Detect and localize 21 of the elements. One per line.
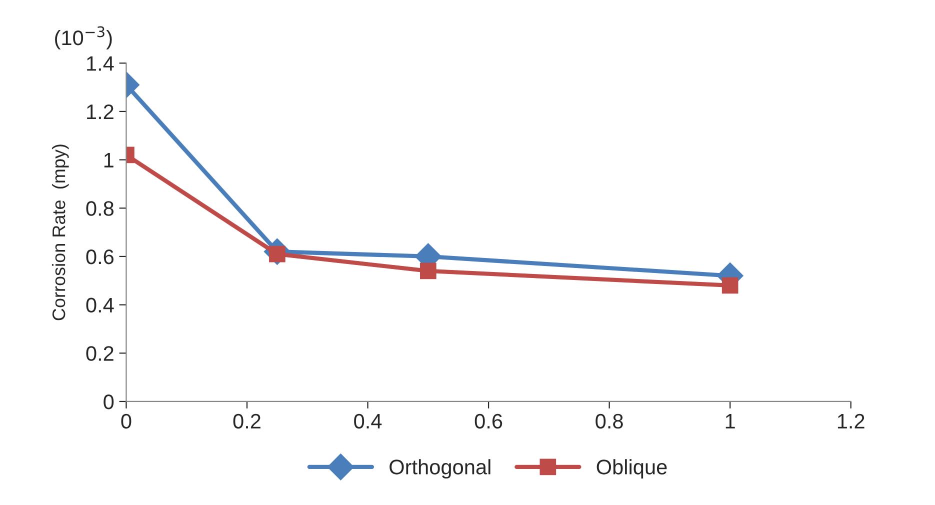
x-tick-label: 0	[121, 414, 132, 429]
y-tick-label: 0.8	[86, 201, 114, 216]
y-tick-label: 1.4	[87, 56, 114, 71]
text: (10$^{−3}$)	[55, 26, 112, 50]
x-tick-label: 0.6	[474, 414, 502, 429]
x-tick-label: 0.4	[354, 414, 382, 429]
x-tick-label: 0.2	[233, 414, 260, 429]
y-tick-label: 0.4	[86, 298, 114, 313]
y-tick-label: 0.6	[86, 249, 114, 264]
x-tick-label: 0.8	[596, 414, 623, 429]
legend-label: Orthogonal	[390, 459, 490, 479]
point	[722, 277, 738, 294]
x-tick-label: 1.2	[838, 414, 864, 428]
y-tick-label: 1.2	[87, 104, 114, 120]
point	[420, 262, 436, 280]
y-tick-label: 1	[104, 153, 114, 168]
x-tick-label: 1	[726, 414, 735, 428]
y-axis-title: Corrosion Rate (mpy)	[52, 144, 69, 320]
y-tick-label: 0	[104, 394, 114, 410]
y-tick-label: 0.2	[86, 346, 114, 361]
legend-label: Oblique	[596, 459, 667, 479]
